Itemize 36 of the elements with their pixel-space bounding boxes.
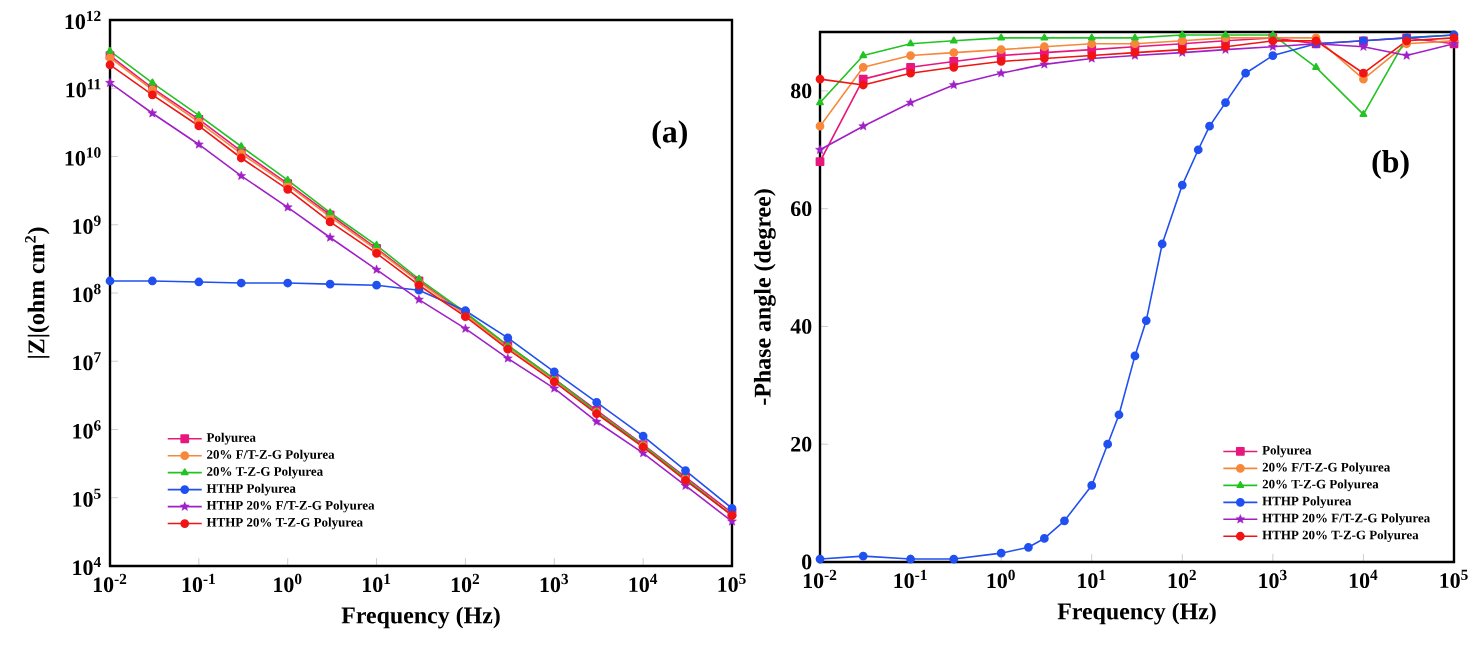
y-tick-label: 20 — [791, 436, 812, 452]
x-tick-label: 10$^{-1}$ — [894, 569, 927, 589]
y-axis-title: -Phase angle (degree) — [753, 189, 776, 405]
x-tick-label: 10$^{0}$ — [274, 573, 302, 593]
x-tick-label: 10$^{5}$ — [1440, 569, 1468, 589]
y-tick-label: 10$^{12}$ — [65, 10, 101, 30]
x-tick-label: 10$^{4}$ — [1349, 569, 1378, 589]
x-tick-label: 10$^{-2}$ — [803, 569, 837, 589]
y-tick-label: 10$^{11}$ — [66, 79, 101, 98]
y-tick-label: 10$^{4}$ — [73, 556, 101, 576]
y-tick-label: 60 — [791, 201, 812, 217]
annotation: (a) — [652, 120, 687, 150]
y-tick-label: 10$^{8}$ — [73, 283, 101, 303]
y-tick-label: 10$^{5}$ — [73, 488, 101, 507]
y-tick-label: 10$^{9}$ — [73, 215, 101, 234]
x-tick-label: 10$^{3}$ — [1259, 569, 1287, 589]
x-tick-label: 10$^{1}$ — [1078, 569, 1106, 589]
y-tick-label: 10$^{10}$ — [65, 147, 101, 166]
x-tick-label: 10$^{-1}$ — [182, 573, 215, 593]
x-tick-label: 10$^{2}$ — [1168, 569, 1196, 589]
x-tick-label: 10$^{4}$ — [629, 573, 658, 593]
x-tick-label: 10$^{1}$ — [363, 573, 391, 593]
x-tick-label: 10$^{2}$ — [451, 573, 480, 593]
x-tick-label: 10$^{3}$ — [540, 573, 569, 593]
y-axis-title: |Z|(ohm cm$^{2}$) — [25, 227, 50, 358]
x-tick-label: 10$^{-2}$ — [93, 573, 127, 593]
annotation: (b) — [1372, 150, 1409, 179]
x-axis-title: Frequency (Hz) — [1057, 602, 1216, 625]
y-tick-label: 40 — [790, 319, 812, 334]
x-tick-label: 10$^{5}$ — [718, 573, 746, 593]
y-tick-label: 10$^{6}$ — [73, 420, 101, 439]
y-tick-label: 80 — [790, 83, 812, 99]
x-axis-title: Frequency (Hz) — [341, 606, 500, 629]
y-tick-label: 10$^{7}$ — [73, 352, 101, 371]
x-tick-label: 10$^{0}$ — [987, 569, 1015, 589]
y-tick-label: 0 — [802, 554, 812, 570]
